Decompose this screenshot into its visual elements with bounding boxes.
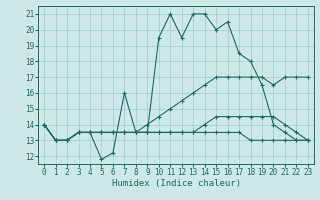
X-axis label: Humidex (Indice chaleur): Humidex (Indice chaleur) <box>111 179 241 188</box>
